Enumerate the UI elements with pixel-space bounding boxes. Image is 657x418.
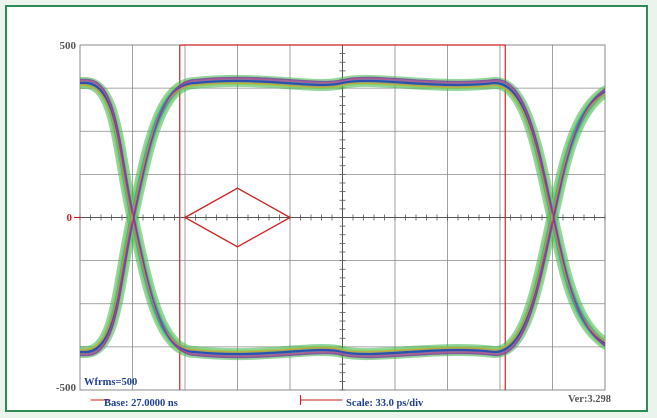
x-scale-label: Scale: 33.0 ps/div — [346, 398, 424, 409]
eye-mask — [183, 187, 292, 248]
waveform-count-label: Wfrms=500 — [84, 377, 137, 388]
waveform-traces — [80, 74, 605, 361]
eye-trace-fall — [80, 78, 605, 359]
y-tick-label-top: 500 — [60, 40, 77, 52]
y-tick-label-bottom: -500 — [56, 382, 77, 394]
y-tick-label-zero: 0 — [67, 212, 73, 224]
measurement-window — [74, 44, 506, 405]
eye-mask-polygon — [183, 187, 292, 248]
center-axis-ticks — [79, 44, 606, 391]
eye-trace-fall — [80, 84, 605, 353]
base-time-label: Base: 27.0000 ns — [104, 398, 178, 409]
version-label: Ver:3.298 — [568, 394, 611, 405]
